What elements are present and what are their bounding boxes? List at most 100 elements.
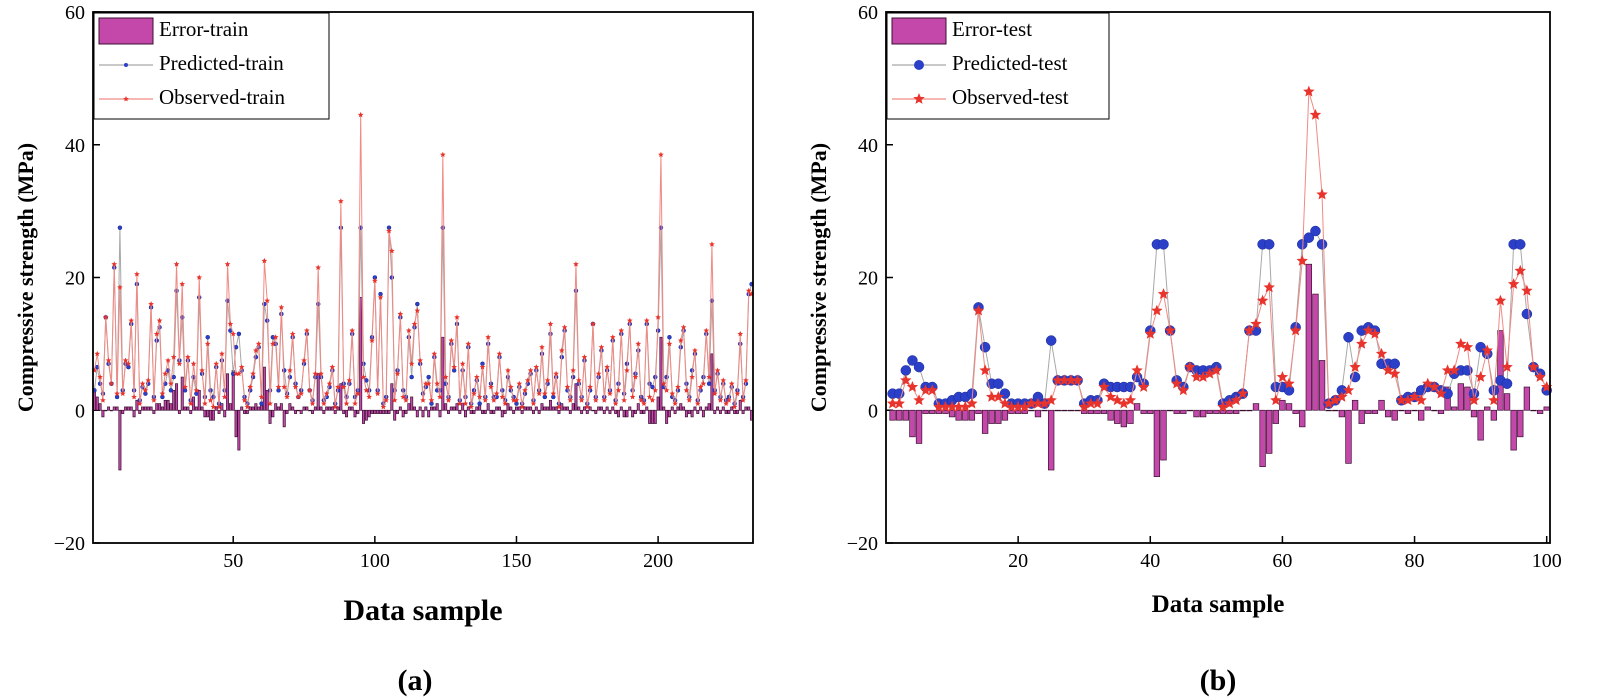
star-marker: [1521, 284, 1533, 296]
series-line: [892, 91, 1548, 408]
error-bar: [690, 409, 694, 418]
star-marker: [669, 390, 676, 397]
star-marker: [258, 393, 265, 400]
error-bar: [469, 409, 473, 414]
y-tick-label: −20: [54, 533, 85, 555]
error-bar: [975, 409, 982, 414]
error-bar: [684, 409, 688, 418]
star-marker: [618, 327, 625, 334]
error-bar: [730, 406, 734, 411]
star-marker: [972, 304, 985, 316]
circle-marker: [264, 318, 270, 323]
y-tick-label: 40: [65, 135, 85, 157]
error-bar: [625, 409, 629, 418]
error-bar: [1318, 360, 1326, 411]
error-bar: [1424, 406, 1431, 411]
circle-marker: [1283, 385, 1295, 396]
star-marker: [108, 380, 115, 387]
error-bar: [237, 409, 241, 451]
error-bar: [464, 409, 467, 418]
star-marker: [1349, 361, 1361, 372]
error-bar: [667, 409, 671, 418]
error-bar: [1365, 409, 1372, 414]
star-marker: [570, 367, 576, 373]
error-bar: [653, 409, 657, 424]
star-marker: [638, 397, 644, 403]
star-marker: [680, 324, 687, 330]
error-bar: [333, 409, 337, 414]
error-bar: [441, 336, 445, 411]
star-marker: [227, 320, 234, 327]
error-bar: [1431, 409, 1438, 412]
star-marker: [686, 397, 693, 403]
error-bar: [599, 406, 603, 411]
star-marker: [241, 397, 248, 403]
star-marker: [677, 337, 684, 343]
star-marker: [131, 393, 137, 400]
star-marker: [162, 370, 169, 377]
error-bar: [390, 383, 394, 411]
legend-label: Error-train: [159, 17, 249, 41]
error-bar: [574, 383, 578, 411]
error-bar: [404, 409, 408, 414]
circle-marker: [1343, 331, 1354, 343]
star-marker: [236, 370, 242, 377]
error-bar: [721, 406, 725, 411]
star-marker: [672, 400, 678, 407]
star-marker: [102, 314, 109, 320]
y-tick-label: 0: [868, 400, 878, 422]
error-bar: [631, 409, 635, 418]
error-bar: [107, 406, 111, 411]
error-bar: [662, 406, 666, 411]
error-bar: [211, 409, 215, 421]
error-bar: [486, 403, 490, 411]
star-marker: [278, 304, 285, 310]
legend-swatch: [98, 17, 154, 45]
error-bar: [322, 409, 326, 414]
star-marker: [946, 400, 958, 412]
x-tick-label: 20: [1008, 550, 1028, 572]
panel: −20 0 20 40 60 20 40 60 80 100 Error-test Predicted…: [806, 2, 1562, 697]
error-bar: [379, 409, 382, 414]
error-bar: [362, 409, 365, 424]
star-marker: [1217, 400, 1229, 412]
error-bar: [458, 409, 462, 414]
error-bar: [738, 399, 742, 411]
error-bar: [594, 409, 598, 414]
error-bar: [274, 403, 278, 411]
star-marker: [193, 387, 200, 393]
error-bar: [367, 409, 371, 418]
error-bar: [245, 409, 249, 414]
error-bar: [935, 409, 943, 414]
error-bar: [699, 406, 703, 411]
error-bar: [435, 403, 439, 411]
error-bar: [1160, 409, 1167, 461]
star-marker: [629, 393, 636, 400]
error-bar: [421, 409, 425, 418]
error-bar: [1272, 409, 1279, 424]
circle-marker: [650, 384, 655, 390]
star-marker: [632, 374, 639, 380]
star-marker: [369, 337, 375, 343]
error-bar: [1378, 399, 1385, 411]
y-tick-label: 20: [65, 268, 85, 290]
circle-marker: [993, 378, 1004, 389]
error-bar: [95, 396, 99, 411]
error-bar: [534, 406, 538, 411]
error-bar: [234, 409, 238, 438]
circle-marker: [907, 355, 918, 366]
error-bar: [384, 409, 388, 414]
star-marker: [507, 384, 514, 390]
error-bar: [670, 406, 674, 411]
star-marker: [578, 397, 585, 403]
star-marker: [321, 400, 327, 407]
error-bar: [909, 409, 916, 438]
star-marker: [357, 111, 364, 118]
star-marker: [454, 314, 460, 320]
star-marker: [906, 381, 919, 392]
error-bar: [614, 409, 618, 414]
error-bar: [580, 409, 584, 414]
star-marker: [1137, 381, 1150, 392]
error-bar: [438, 409, 442, 418]
star-marker: [652, 387, 659, 393]
